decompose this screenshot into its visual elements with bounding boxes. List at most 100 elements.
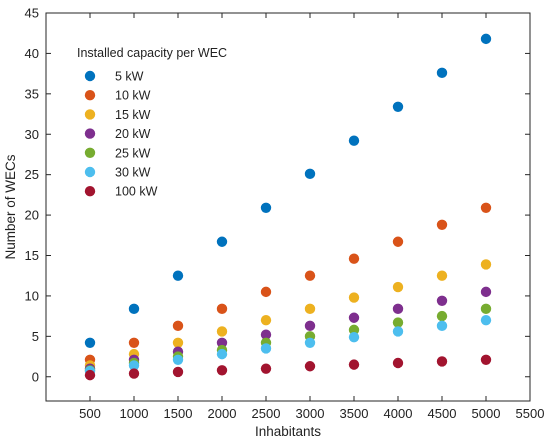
legend-marker: [84, 166, 96, 178]
data-point: [436, 320, 448, 332]
data-point: [480, 314, 492, 326]
legend-label: 100 kW: [115, 185, 158, 199]
legend-marker: [84, 109, 96, 120]
data-point: [304, 270, 316, 281]
data-point: [260, 202, 272, 214]
data-point: [436, 270, 448, 281]
legend-label: 20 kW: [115, 127, 151, 141]
data-point: [260, 314, 272, 326]
data-point: [392, 236, 404, 247]
y-tick-label: 20: [25, 208, 39, 223]
y-tick-label: 5: [32, 329, 39, 344]
data-point: [172, 270, 184, 281]
data-point: [216, 236, 228, 247]
plot-area: [45, 12, 531, 402]
data-point: [436, 219, 448, 230]
x-tick-label: 3000: [296, 406, 325, 421]
data-point: [216, 337, 228, 348]
data-point: [480, 33, 492, 45]
data-point: [436, 67, 448, 79]
data-point: [172, 320, 184, 332]
data-point: [304, 320, 316, 332]
x-tick-label: 4000: [384, 406, 413, 421]
legend-marker: [84, 128, 96, 139]
data-point: [216, 365, 228, 376]
legend-marker: [84, 147, 96, 158]
data-point: [128, 303, 140, 315]
data-point: [348, 331, 360, 343]
data-point: [128, 360, 140, 371]
data-point: [436, 310, 448, 322]
data-point: [304, 168, 316, 180]
data-point: [480, 202, 492, 214]
y-tick-label: 25: [25, 167, 39, 182]
data-point: [260, 329, 272, 340]
legend-label: 10 kW: [115, 89, 151, 103]
y-tick-label: 15: [25, 248, 39, 263]
x-axis-label: Inhabitants: [255, 424, 321, 439]
data-point: [260, 343, 272, 354]
data-point: [436, 295, 448, 306]
data-point: [480, 286, 492, 298]
x-tick-label: 2500: [252, 406, 281, 421]
data-point: [216, 303, 228, 315]
data-point: [84, 337, 96, 348]
plot-frame: [45, 12, 531, 402]
x-tick-label: 5500: [516, 406, 545, 421]
legend-label: 5 kW: [115, 70, 144, 84]
data-point: [260, 286, 272, 298]
data-point: [304, 303, 316, 315]
y-tick-label: 30: [25, 127, 39, 142]
data-point: [172, 366, 184, 378]
x-tick-label: 500: [79, 406, 101, 421]
data-point: [348, 253, 360, 264]
data-point: [436, 356, 448, 367]
data-point: [260, 363, 272, 374]
x-tick-label: 4500: [428, 406, 457, 421]
data-point: [348, 312, 360, 323]
y-tick-label: 40: [25, 46, 39, 61]
data-point: [216, 348, 228, 360]
y-tick-label: 0: [32, 369, 39, 384]
legend-marker: [84, 90, 96, 101]
data-point: [348, 292, 360, 303]
data-point: [480, 259, 492, 270]
legend-label: 25 kW: [115, 146, 151, 160]
axis-ticks: 500 1000 1500 2000 2500 3000 3500 4000 4500 5000 5…: [25, 6, 545, 422]
data-point: [480, 354, 492, 365]
data-point: [392, 357, 404, 369]
legend-label: 15 kW: [115, 108, 151, 122]
data-point: [348, 324, 360, 336]
x-tick-label: 3500: [340, 406, 369, 421]
legend-marker: [84, 186, 96, 197]
data-point: [304, 361, 316, 372]
data-point: [172, 354, 184, 365]
y-tick-label: 10: [25, 288, 39, 303]
x-tick-label: 5000: [472, 406, 501, 421]
data-point: [480, 303, 492, 315]
data-point: [392, 281, 404, 293]
legend-title: Installed capacity per WEC: [77, 46, 227, 60]
y-tick-label: 45: [25, 6, 39, 21]
x-tick-label: 1500: [164, 406, 193, 421]
data-point: [348, 359, 360, 370]
x-tick-label: 1000: [120, 406, 149, 421]
data-point: [216, 326, 228, 337]
data-point: [392, 101, 404, 112]
data-points: [84, 33, 492, 381]
data-point: [304, 337, 316, 348]
data-point: [392, 317, 404, 328]
data-point: [348, 135, 360, 146]
legend: Installed capacity per WEC 5 kW 10 kW 15 k…: [77, 46, 227, 199]
x-tick-label: 2000: [208, 406, 237, 421]
data-point: [392, 303, 404, 315]
y-tick-label: 35: [25, 86, 39, 101]
data-point: [128, 368, 140, 379]
data-point: [392, 326, 404, 337]
legend-label: 30 kW: [115, 166, 151, 180]
legend-marker: [84, 70, 96, 82]
data-point: [84, 369, 96, 381]
y-axis-label: Number of WECs: [3, 154, 18, 259]
